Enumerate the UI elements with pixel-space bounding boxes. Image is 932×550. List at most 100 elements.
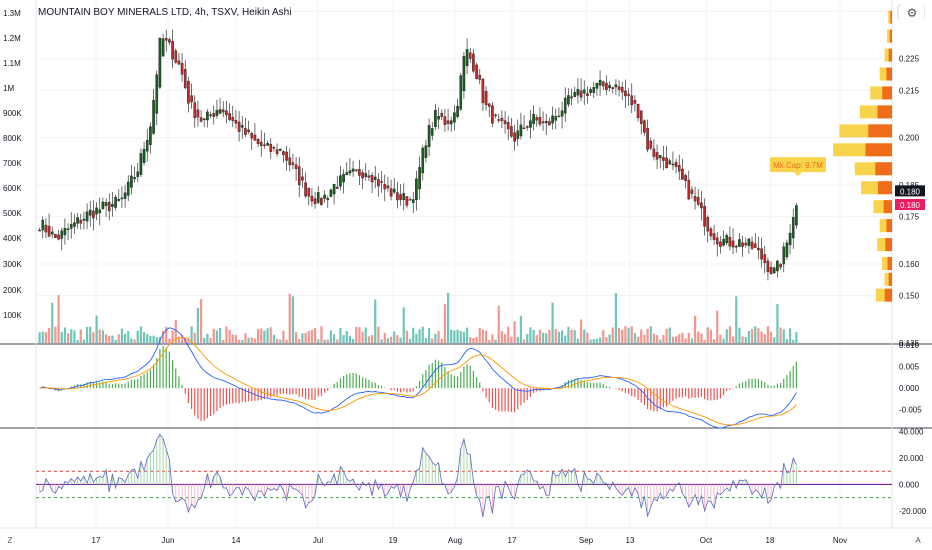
oscillator-tick-label: -20.000 (899, 507, 927, 516)
candle-body (437, 116, 440, 120)
volume-bar (241, 339, 244, 343)
candle-body (734, 245, 738, 248)
candle-body (601, 81, 605, 87)
volume-bar (51, 302, 54, 343)
volume-bar (636, 336, 640, 343)
candle-body (525, 126, 529, 128)
volume-bar (380, 339, 383, 343)
candle-body (589, 89, 592, 93)
volume-bar (336, 339, 339, 343)
volume-profile-bar-down (887, 257, 892, 271)
volume-profile-bar-down (865, 143, 892, 157)
volume-tick-label: 1M (3, 84, 14, 93)
volume-bar (152, 335, 155, 343)
volume-bar (310, 329, 314, 343)
candle-body (348, 170, 352, 174)
volume-bar (301, 333, 304, 343)
candle-body (361, 172, 364, 179)
volume-bar (687, 333, 690, 343)
volume-profile-bar-down (878, 181, 892, 195)
candle-body (646, 127, 649, 150)
candle-body (563, 97, 567, 114)
candle-body (234, 120, 238, 124)
volume-bar (190, 326, 193, 343)
volume-bar (222, 339, 225, 343)
candle-body (795, 205, 798, 226)
zoom-icon: Z (8, 536, 13, 545)
volume-bar (548, 329, 551, 343)
volume-bar (218, 328, 222, 343)
candle-body (570, 96, 573, 99)
candle-body (161, 38, 165, 57)
candle-body (126, 181, 130, 196)
candle-body (478, 74, 482, 80)
candle-body (275, 149, 279, 155)
candle-body (272, 147, 276, 149)
candle-body (111, 203, 114, 207)
macd-tick-label: 0.005 (899, 363, 920, 372)
volume-bar (744, 337, 747, 343)
price-tick-label: 0.225 (899, 55, 920, 64)
volume-bar (231, 334, 234, 343)
volume-bar (437, 330, 440, 343)
volume-bar (671, 336, 675, 343)
candle-body (529, 120, 532, 128)
volume-bar (367, 336, 371, 343)
volume-bar (614, 293, 618, 343)
candle-body (215, 109, 219, 116)
volume-bar (706, 327, 709, 343)
volume-bar (434, 333, 437, 343)
volume-bar (111, 335, 114, 343)
volume-bar (782, 329, 785, 343)
volume-bar (757, 328, 760, 343)
volume-bar (386, 338, 390, 343)
volume-bar (576, 338, 580, 343)
time-tick-label: 17 (92, 536, 101, 545)
candle-body (237, 121, 241, 132)
volume-bar (180, 334, 184, 343)
candle-body (218, 109, 222, 114)
candle-body (449, 120, 453, 125)
candle-body (741, 242, 744, 247)
volume-bar (564, 335, 567, 343)
volume-bar (244, 333, 247, 343)
candle-body (405, 196, 409, 206)
volume-bar (269, 327, 272, 343)
volume-bar (339, 327, 342, 343)
volume-profile-bar (887, 29, 892, 43)
volume-bar (529, 327, 532, 343)
volume-bar (579, 319, 583, 343)
candle-body (269, 143, 273, 152)
volume-bar (595, 338, 599, 343)
candle-body (592, 87, 596, 93)
volume-bar (646, 328, 649, 343)
candle-body (456, 105, 459, 117)
volume-bar (237, 339, 241, 343)
volume-bar (326, 339, 329, 343)
candle-body (149, 126, 152, 145)
volume-bar (589, 339, 592, 343)
candle-body (335, 186, 339, 189)
chart-settings-button[interactable]: ⚙ (900, 4, 924, 22)
volume-bar (792, 339, 795, 343)
candle-body (85, 211, 89, 222)
candle-body (383, 184, 387, 190)
price-tick-label: 0.175 (899, 213, 920, 222)
volume-bar (760, 331, 763, 343)
candle-body (323, 194, 326, 199)
candle-body (684, 175, 687, 181)
volume-bar (60, 332, 63, 343)
volume-bar (275, 338, 279, 343)
volume-bar (484, 330, 488, 343)
candle-body (101, 201, 105, 209)
candle-body (776, 260, 779, 272)
candle-body (440, 113, 444, 117)
candle-body (104, 202, 108, 207)
candle-body (643, 120, 646, 133)
volume-bar (317, 339, 320, 343)
candle-body (421, 147, 425, 174)
volume-bar (535, 335, 538, 343)
time-tick-label: Jul (313, 536, 323, 545)
candle-body (633, 100, 637, 104)
